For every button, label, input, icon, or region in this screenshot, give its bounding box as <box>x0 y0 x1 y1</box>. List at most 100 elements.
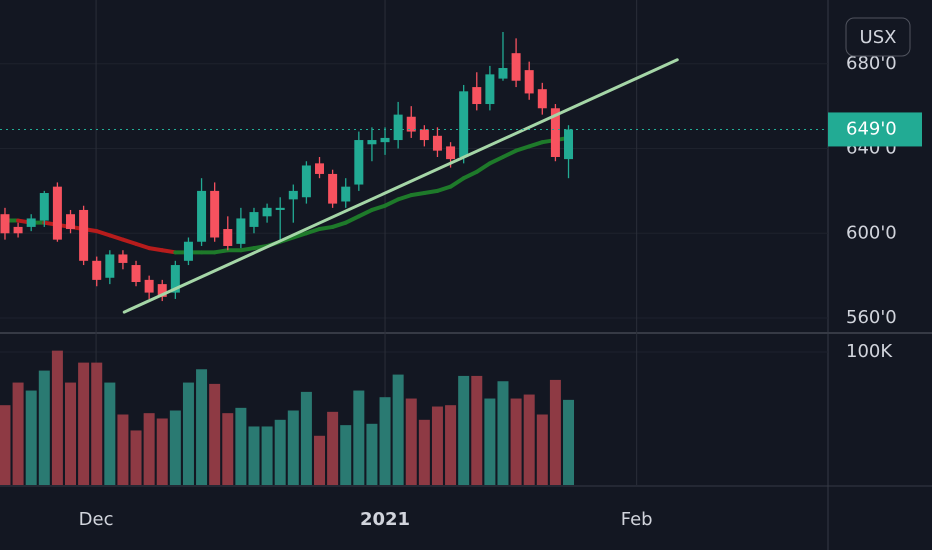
volume-bar <box>327 411 339 485</box>
volume-bar <box>549 379 561 485</box>
candle-body <box>79 209 89 261</box>
candle-body <box>432 135 442 151</box>
volume-bar <box>458 375 470 485</box>
candle-body <box>354 140 364 185</box>
candle-body <box>459 91 469 157</box>
volume-bar <box>91 362 103 485</box>
moving-average <box>448 176 466 189</box>
moving-average <box>356 207 374 219</box>
volume-bar <box>536 414 548 485</box>
candle-body <box>66 214 76 230</box>
candle-body <box>446 146 456 160</box>
moving-average <box>383 197 401 208</box>
candle-body <box>52 186 62 240</box>
volume-bar <box>38 370 50 485</box>
candle-body <box>170 265 180 293</box>
volume-bar <box>222 413 234 485</box>
moving-average <box>461 169 479 181</box>
volume-tick-label: 100K <box>846 341 893 362</box>
candle-body <box>223 229 233 246</box>
candle-body <box>367 140 377 145</box>
volume-bar <box>235 407 247 485</box>
moving-average <box>343 214 361 225</box>
y-tick-label: 560'0 <box>846 307 897 328</box>
last-price-label: 649'0 <box>846 118 897 139</box>
candle-body <box>92 260 102 280</box>
moving-average <box>409 191 427 198</box>
candle-body <box>275 207 285 210</box>
candle-body <box>13 226 23 234</box>
moving-average <box>527 140 545 149</box>
candle-body <box>341 186 351 202</box>
x-tick-label: 2021 <box>360 509 410 530</box>
candle-body <box>537 89 547 109</box>
candle-body <box>197 190 207 242</box>
volume-bar <box>169 410 181 485</box>
moving-average <box>317 224 335 232</box>
moving-average <box>160 248 178 255</box>
volume-bar <box>445 405 457 485</box>
volume-bar <box>0 405 11 485</box>
currency-label: USX <box>860 27 897 48</box>
moving-average <box>304 227 322 236</box>
volume-bar <box>353 390 365 485</box>
moving-average <box>134 241 152 251</box>
candle-body <box>511 53 521 81</box>
candle-body <box>144 279 154 293</box>
y-tick-label: 600'0 <box>846 222 897 243</box>
candle-body <box>550 108 560 157</box>
volume-bar <box>261 426 273 485</box>
moving-average <box>514 144 532 153</box>
moving-average <box>120 237 139 246</box>
candle-body <box>39 193 49 221</box>
moving-average <box>94 229 112 238</box>
volume-bar <box>366 423 378 485</box>
moving-average <box>396 193 414 202</box>
moving-average <box>107 233 125 242</box>
moving-average <box>435 184 453 193</box>
moving-average <box>369 203 388 212</box>
candle-body <box>210 190 220 238</box>
volume-bar <box>314 435 326 485</box>
candle-body <box>105 254 115 278</box>
volume-bar <box>51 350 63 485</box>
volume-bar <box>405 398 417 485</box>
volume-bar <box>563 399 575 485</box>
volume-bar <box>196 369 208 485</box>
last-price-box <box>828 112 922 147</box>
candle-body <box>419 129 429 141</box>
y-tick-label: 680'0 <box>846 53 897 74</box>
candle-body <box>498 68 508 79</box>
candle-body <box>0 214 10 234</box>
candle-body <box>485 74 495 105</box>
candle-body <box>315 163 325 174</box>
volume-bar <box>431 406 443 485</box>
currency-button[interactable] <box>845 17 911 57</box>
moving-average <box>487 154 505 166</box>
candle-body <box>301 165 311 198</box>
candle-body <box>564 129 574 160</box>
x-tick-label: Feb <box>621 509 653 530</box>
moving-average <box>291 231 309 240</box>
volume-bar <box>523 394 535 485</box>
volume-bar <box>300 391 312 485</box>
candle-body <box>524 70 534 94</box>
volume-bar <box>78 362 90 485</box>
volume-bar <box>143 413 155 485</box>
volume-bar <box>471 375 483 485</box>
candle-body <box>288 190 298 200</box>
volume-bar <box>209 383 221 485</box>
volume-bar <box>340 425 352 485</box>
volume-bar <box>392 374 404 485</box>
volume-bar <box>182 382 194 485</box>
candle-body <box>393 114 403 141</box>
candle-body <box>380 137 390 143</box>
volume-bar <box>379 397 391 485</box>
candle-body <box>236 218 246 244</box>
volume-bar <box>418 419 430 485</box>
volume-bar <box>484 398 496 485</box>
volume-bar <box>130 430 142 485</box>
candle-body <box>26 218 36 227</box>
